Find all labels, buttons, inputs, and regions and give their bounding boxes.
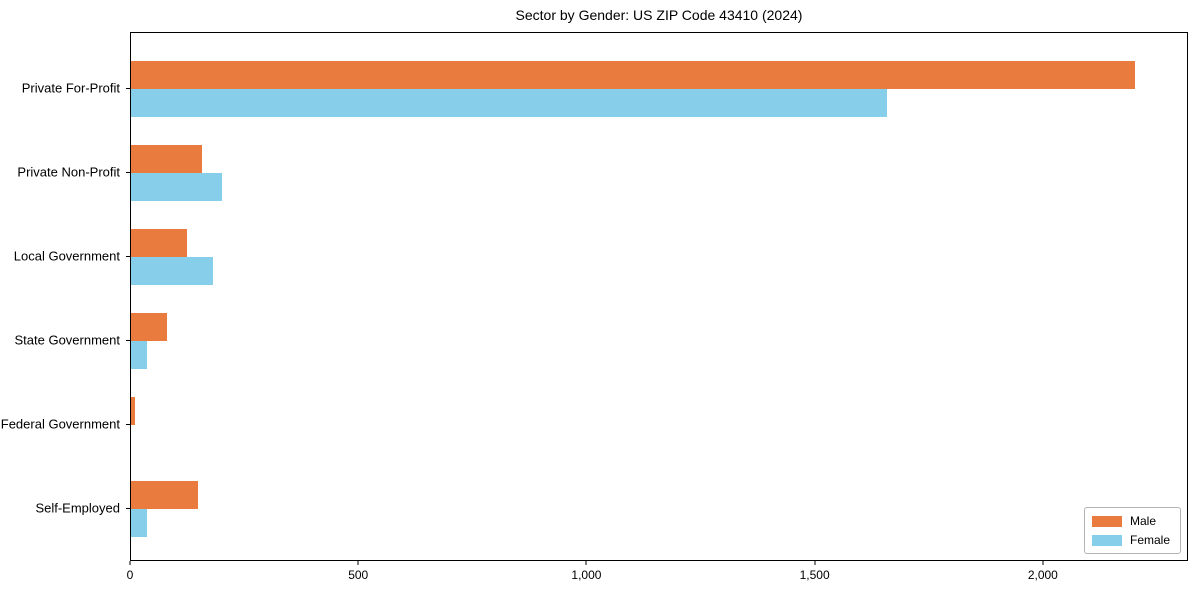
x-tick-label: 500 xyxy=(348,568,369,582)
y-tick-label: Self-Employed xyxy=(35,500,120,516)
x-tick-label: 1,500 xyxy=(799,568,830,582)
y-axis-labels: Private For-Profit Private Non-Profit Loca… xyxy=(0,32,130,561)
y-tick-mark xyxy=(126,88,130,89)
legend: Male Female xyxy=(1083,507,1181,554)
bar-female xyxy=(131,509,147,537)
bar-female xyxy=(131,173,223,201)
x-tick-mark xyxy=(814,561,816,565)
x-tick-mark xyxy=(1042,561,1044,565)
y-tick-mark xyxy=(126,256,130,257)
x-tick-mark xyxy=(585,561,587,565)
legend-swatch-female xyxy=(1091,534,1122,546)
x-tick-mark xyxy=(357,561,359,565)
y-tick-label: Federal Government xyxy=(0,416,120,432)
legend-label-female: Female xyxy=(1129,533,1170,547)
bar-group xyxy=(131,131,1187,215)
bar-male xyxy=(131,481,198,509)
legend-entry-female: Female xyxy=(1091,533,1170,547)
bar-male xyxy=(131,61,1136,89)
bar-male xyxy=(131,397,136,425)
x-tick-label: 1,000 xyxy=(571,568,602,582)
y-tick-mark xyxy=(126,340,130,341)
bar-rows xyxy=(131,33,1187,560)
bar-male xyxy=(131,145,202,173)
y-tick-mark xyxy=(126,424,130,425)
y-tick-mark xyxy=(126,172,130,173)
bar-group xyxy=(131,299,1187,383)
legend-label-male: Male xyxy=(1129,514,1156,528)
x-tick-mark xyxy=(129,561,131,565)
bar-female xyxy=(131,341,147,369)
bar-group xyxy=(131,215,1187,299)
legend-entry-male: Male xyxy=(1091,514,1170,528)
bar-group xyxy=(131,467,1187,551)
bar-male xyxy=(131,313,167,341)
y-tick-label: Private Non-Profit xyxy=(17,164,120,180)
bar-male xyxy=(131,229,188,257)
y-tick-label: State Government xyxy=(14,332,121,348)
bar-group xyxy=(131,47,1187,131)
bar-group xyxy=(131,383,1187,467)
plot-area: Male Female xyxy=(130,32,1188,561)
bar-female xyxy=(131,257,213,285)
y-tick-label: Private For-Profit xyxy=(21,80,120,96)
y-tick-mark xyxy=(126,508,130,509)
x-axis: 0 500 1,000 1,500 2,000 xyxy=(126,561,1188,600)
x-tick-label: 2,000 xyxy=(1027,568,1058,582)
chart-title: Sector by Gender: US ZIP Code 43410 (202… xyxy=(515,7,803,23)
legend-swatch-male xyxy=(1091,515,1122,527)
bar-female xyxy=(131,89,888,117)
x-tick-label: 0 xyxy=(126,568,134,582)
y-tick-label: Local Government xyxy=(13,248,120,264)
